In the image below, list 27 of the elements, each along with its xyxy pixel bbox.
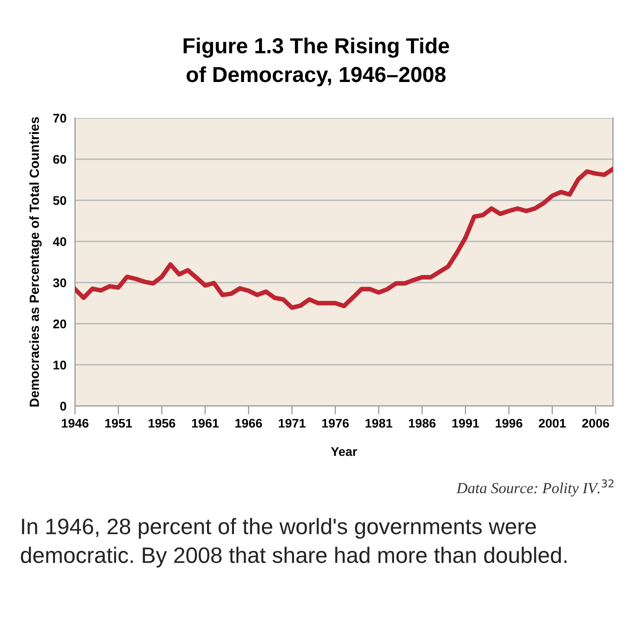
x-tick-label: 1991 xyxy=(452,418,480,428)
y-tick-label: 0 xyxy=(60,402,66,411)
x-tick-label: 1956 xyxy=(148,418,176,428)
x-tick-label: 1961 xyxy=(192,418,219,428)
x-tick-label: 1996 xyxy=(496,418,522,428)
y-tick-label: 50 xyxy=(53,196,66,205)
x-tick-label: 1971 xyxy=(278,418,306,428)
chart-title: Figure 1.3 The Rising Tide of Democracy, 1946–2008 xyxy=(184,38,450,86)
x-tick-label: 1976 xyxy=(322,418,349,428)
text: In 1946, 28 percent of the world's governments were democratic. By 2008 that share had more than doubled. xyxy=(20,518,566,568)
x-tick-label: 1966 xyxy=(235,418,262,428)
x-tick-label: 1946 xyxy=(62,418,88,428)
y-tick-label: 30 xyxy=(53,278,66,288)
y-tick-label: 40 xyxy=(52,237,66,246)
x-tick-label: 1981 xyxy=(366,418,392,428)
y-tick-label: 60 xyxy=(53,154,66,164)
line-series xyxy=(75,166,613,310)
x-tick-label: 1986 xyxy=(408,418,436,428)
y-tick-label: 10 xyxy=(54,360,66,370)
source-note: Data Source: Polity IV.$^{32}$ xyxy=(456,479,614,496)
x-tick-label: 1951 xyxy=(105,418,132,428)
x-tick-label: 2001 xyxy=(538,418,566,428)
x-tick-label: 2006 xyxy=(582,418,610,428)
y-tick-label: 20 xyxy=(53,320,66,328)
x-axis-title: Year xyxy=(331,447,358,456)
y-axis-title: Democracies as Percentage of Total Countries xyxy=(29,117,42,407)
y-tick-label: 70 xyxy=(53,114,66,123)
